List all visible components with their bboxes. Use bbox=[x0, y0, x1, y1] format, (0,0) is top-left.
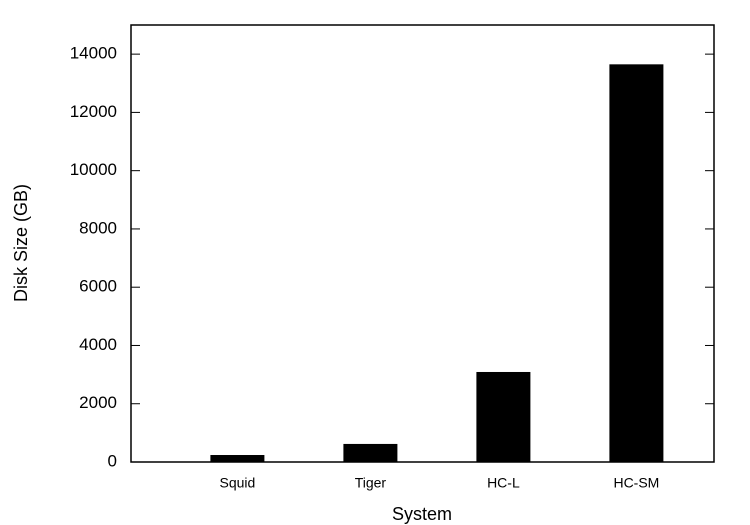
plot-frame bbox=[130, 24, 715, 463]
y-tick-label: 14000 bbox=[70, 44, 117, 63]
bar bbox=[609, 64, 664, 462]
y-tick-label: 2000 bbox=[79, 393, 117, 412]
y-tick-label: 12000 bbox=[70, 102, 117, 121]
bar bbox=[210, 455, 265, 462]
y-tick-label: 8000 bbox=[79, 218, 117, 237]
y-tick-label: 10000 bbox=[70, 160, 117, 179]
y-tick-label: 0 bbox=[108, 451, 117, 470]
x-axis-label: System bbox=[392, 504, 452, 524]
x-tick-label: HC-L bbox=[487, 475, 520, 491]
y-tick-label: 4000 bbox=[79, 335, 117, 354]
x-tick-label: HC-SM bbox=[613, 475, 659, 491]
bar bbox=[343, 443, 398, 462]
x-tick-label: Squid bbox=[219, 475, 255, 491]
y-tick-label: 6000 bbox=[79, 277, 117, 296]
x-tick-label: Tiger bbox=[355, 475, 387, 491]
bar bbox=[476, 371, 531, 462]
y-axis-label: Disk Size (GB) bbox=[11, 184, 31, 302]
